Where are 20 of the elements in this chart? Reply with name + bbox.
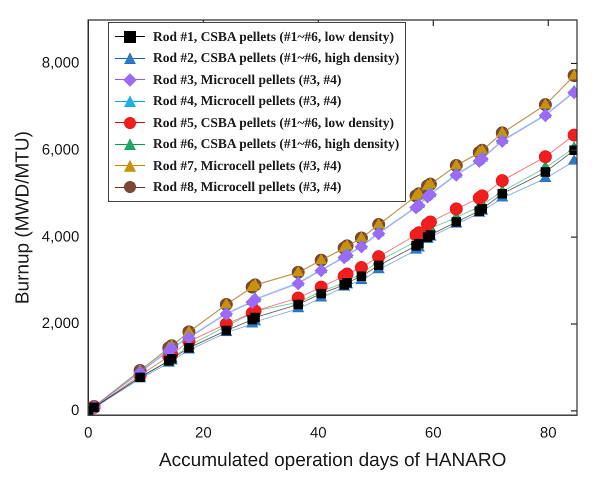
y-tick-label: 0 bbox=[70, 402, 80, 419]
y-axis-title: Burnup (MWD/MTU) bbox=[12, 131, 34, 304]
x-tick-label: 20 bbox=[194, 424, 212, 442]
legend-label: Rod #4, Microcell pellets (#3, #4) bbox=[153, 93, 342, 110]
legend-label: Rod #8, Microcell pellets (#3, #4) bbox=[153, 179, 342, 196]
legend-label: Rod #6, CSBA pellets (#1~#6, high density) bbox=[153, 136, 400, 152]
y-tick-label: 4,000 bbox=[42, 228, 80, 246]
legend-label: Rod #5, CSBA pellets (#1~#6, low density) bbox=[153, 114, 394, 131]
y-tick-label: 6,000 bbox=[42, 141, 80, 158]
x-tick-label: 60 bbox=[424, 424, 442, 442]
legend-label: Rod #1, CSBA pellets (#1~#6, low density) bbox=[153, 28, 394, 45]
legend-label: Rod #2, CSBA pellets (#1~#6, high density) bbox=[153, 50, 400, 66]
y-tick-label: 2,000 bbox=[42, 315, 80, 332]
legend-label: Rod #7, Microcell pellets (#3, #4) bbox=[153, 158, 342, 174]
x-tick-label: 40 bbox=[310, 424, 327, 442]
x-tick-label: 0 bbox=[84, 424, 93, 442]
y-tick-label: 8,000 bbox=[42, 54, 80, 72]
x-tick-label: 80 bbox=[540, 424, 557, 442]
legend-label: Rod #3, Microcell pellets (#3, #4) bbox=[153, 72, 342, 88]
x-axis-title: Accumulated operation days of HANARO bbox=[158, 450, 506, 471]
